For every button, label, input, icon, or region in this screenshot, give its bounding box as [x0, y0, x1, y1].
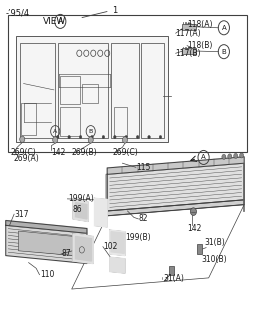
Text: 310(B): 310(B): [200, 255, 226, 264]
Text: 269(C): 269(C): [11, 148, 36, 157]
Text: B: B: [221, 49, 225, 55]
Circle shape: [147, 135, 150, 139]
Polygon shape: [107, 200, 243, 216]
Polygon shape: [73, 200, 88, 221]
Circle shape: [122, 137, 127, 143]
Text: A: A: [200, 155, 205, 160]
Text: 142: 142: [51, 148, 66, 157]
Text: A: A: [221, 25, 225, 31]
Polygon shape: [110, 232, 124, 253]
Polygon shape: [6, 220, 87, 233]
Bar: [8, 15, 246, 152]
Circle shape: [239, 153, 243, 158]
Text: B: B: [88, 129, 92, 134]
Bar: [16, 36, 167, 142]
Circle shape: [68, 135, 70, 139]
Bar: [181, 24, 195, 30]
Text: 269(B): 269(B): [71, 148, 97, 157]
Text: 118(A): 118(A): [186, 20, 212, 29]
Circle shape: [227, 154, 231, 159]
Bar: [110, 43, 138, 138]
Text: 118(B): 118(B): [186, 41, 212, 51]
Text: 82: 82: [138, 214, 148, 223]
Polygon shape: [75, 203, 87, 219]
Circle shape: [124, 135, 127, 139]
Polygon shape: [75, 236, 91, 261]
Circle shape: [53, 137, 57, 143]
Bar: [197, 244, 201, 254]
Polygon shape: [109, 230, 124, 256]
Text: 117(A): 117(A): [175, 29, 200, 38]
Text: 31(B): 31(B): [204, 238, 225, 247]
Circle shape: [158, 135, 161, 139]
Bar: [114, 108, 126, 136]
Text: A: A: [53, 129, 57, 134]
Text: 31(A): 31(A): [162, 274, 183, 283]
Bar: [59, 108, 80, 136]
Bar: [57, 43, 108, 138]
Text: 86: 86: [73, 205, 82, 214]
Text: 115: 115: [136, 163, 150, 172]
Text: 102: 102: [103, 242, 117, 251]
Bar: [20, 43, 55, 138]
Circle shape: [102, 135, 104, 139]
Text: 87: 87: [61, 250, 71, 259]
Circle shape: [79, 135, 82, 139]
Circle shape: [90, 135, 93, 139]
Text: A: A: [57, 17, 63, 26]
Polygon shape: [73, 234, 93, 264]
Text: VIEW: VIEW: [42, 17, 66, 26]
Text: 269(A): 269(A): [13, 154, 39, 163]
Circle shape: [56, 135, 59, 139]
Bar: [242, 163, 243, 211]
Polygon shape: [107, 163, 243, 211]
Polygon shape: [109, 257, 124, 273]
Text: 199(B): 199(B): [124, 233, 150, 242]
Bar: [82, 84, 97, 103]
Circle shape: [136, 135, 138, 139]
Text: 1: 1: [112, 6, 117, 15]
Text: 110: 110: [40, 270, 54, 279]
Bar: [59, 76, 80, 104]
Polygon shape: [18, 231, 74, 256]
Circle shape: [233, 153, 237, 158]
Circle shape: [88, 137, 93, 143]
Text: 142: 142: [186, 224, 201, 233]
Polygon shape: [107, 157, 243, 174]
Polygon shape: [105, 174, 107, 212]
Bar: [21, 103, 36, 134]
Polygon shape: [94, 198, 107, 227]
Bar: [181, 48, 195, 54]
Bar: [169, 266, 173, 275]
Text: 317: 317: [14, 210, 29, 219]
Text: 199(A): 199(A): [68, 194, 93, 204]
Bar: [141, 43, 164, 138]
Text: 269(C): 269(C): [112, 148, 137, 157]
Text: -’95/4: -’95/4: [6, 9, 30, 18]
Text: 117(B): 117(B): [175, 49, 200, 58]
Circle shape: [20, 136, 25, 142]
Circle shape: [221, 154, 225, 159]
Circle shape: [113, 135, 116, 139]
Circle shape: [190, 208, 196, 215]
Polygon shape: [6, 225, 87, 264]
